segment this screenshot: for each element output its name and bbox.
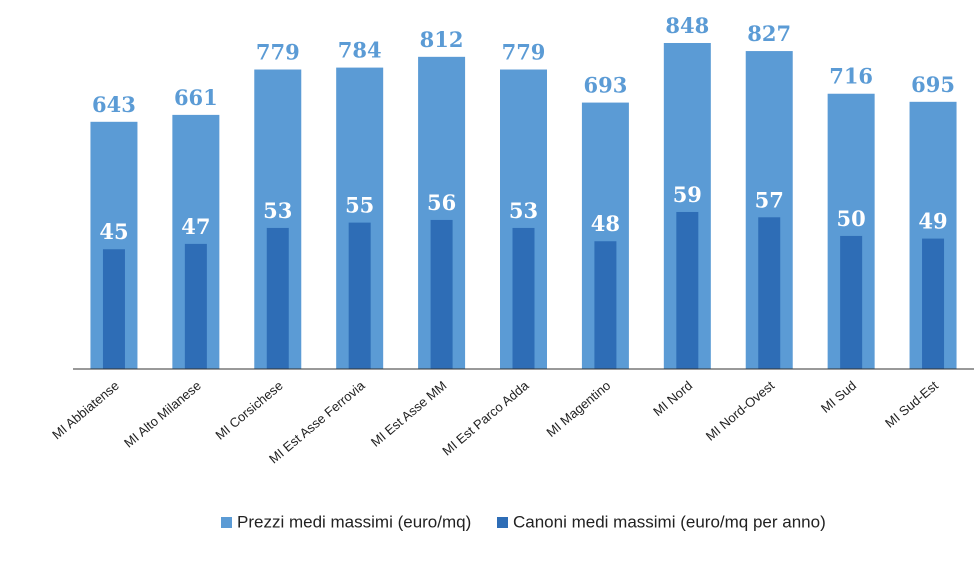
value-label: 50: [837, 206, 866, 231]
value-label: 48: [591, 211, 620, 236]
x-tick-label: MI Magentino: [543, 378, 613, 440]
legend-label: Canoni medi massimi (euro/mq per anno): [513, 512, 826, 531]
value-label: 57: [755, 187, 784, 212]
bar: [594, 241, 617, 369]
value-label: 695: [911, 72, 955, 97]
bar: [922, 238, 945, 369]
legend-swatch-1: [497, 517, 508, 528]
bar: [512, 227, 535, 369]
value-label: 643: [92, 92, 136, 117]
bar: [266, 227, 289, 369]
value-label: 812: [420, 27, 464, 52]
legend-swatch-0: [221, 517, 232, 528]
bar: [102, 249, 125, 369]
x-tick-label: MI Abbiatense: [49, 378, 122, 442]
bar: [430, 219, 453, 369]
x-tick-label: MI Est Parco Adda: [439, 377, 532, 458]
value-label: 716: [829, 64, 873, 89]
value-label: 53: [509, 198, 538, 223]
value-label: 784: [338, 38, 382, 63]
bar: [758, 217, 781, 369]
x-tick-label: MI Sud-Est: [882, 378, 941, 431]
value-label: 661: [174, 85, 218, 110]
x-tick-label: MI Sud: [818, 378, 859, 416]
value-label: 55: [345, 193, 374, 218]
x-tick-label: MI Nord: [650, 378, 695, 419]
value-label: 848: [665, 13, 709, 38]
bar: [840, 235, 863, 369]
x-tick-label: MI Corsichese: [212, 378, 285, 443]
x-tick-label: MI Nord-Ovest: [703, 378, 778, 444]
value-label: 47: [181, 214, 210, 239]
x-tick-label: MI Est Asse MM: [368, 378, 450, 450]
bar: [348, 222, 371, 369]
value-label: 45: [99, 219, 128, 244]
bar: [676, 211, 699, 369]
x-tick-label: MI Alto Milanese: [121, 378, 204, 451]
value-label: 59: [673, 182, 702, 207]
bar: [184, 243, 207, 369]
legend-label: Prezzi medi massimi (euro/mq): [237, 512, 471, 531]
value-label: 56: [427, 190, 456, 215]
value-label: 779: [502, 40, 546, 65]
value-label: 827: [747, 21, 791, 46]
value-label: 49: [918, 209, 947, 234]
value-label: 53: [263, 198, 292, 223]
value-label: 779: [256, 40, 300, 65]
value-label: 693: [583, 73, 627, 98]
